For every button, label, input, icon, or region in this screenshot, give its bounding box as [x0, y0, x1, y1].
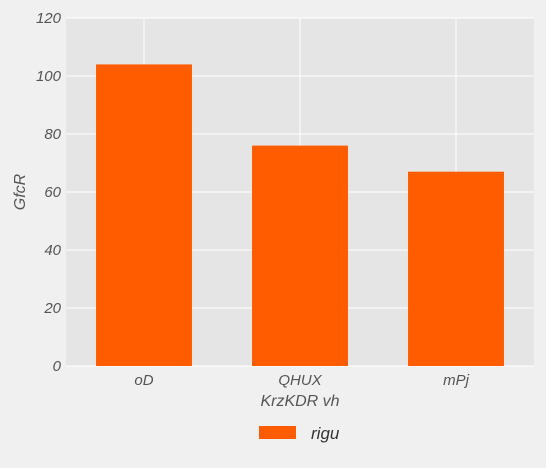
x-tick-label: QHUX	[278, 372, 322, 389]
y-axis-label: GfcR	[12, 173, 29, 210]
y-axis-ticks: 0 20 40 60 80 100 120	[36, 10, 62, 375]
y-tick-label: 120	[36, 10, 62, 27]
legend-label: rigu	[311, 424, 340, 443]
y-tick-label: 100	[36, 68, 62, 85]
y-tick-label: 60	[44, 184, 61, 201]
x-axis-label: KrzKDR vh	[260, 393, 339, 410]
y-tick-label: 0	[53, 358, 62, 375]
y-tick-label: 20	[43, 300, 61, 317]
x-tick-label: mPj	[443, 372, 470, 389]
y-tick-label: 40	[44, 242, 61, 259]
y-tick-label: 80	[44, 126, 61, 143]
legend: rigu	[259, 424, 340, 443]
bar-mPj	[408, 171, 504, 366]
x-axis-ticks: oD QHUX mPj	[134, 372, 469, 389]
legend-swatch	[259, 426, 296, 439]
bar-oD	[96, 64, 192, 367]
x-tick-label: oD	[134, 372, 153, 389]
bar-QHUX	[252, 145, 348, 366]
bars	[96, 64, 504, 367]
